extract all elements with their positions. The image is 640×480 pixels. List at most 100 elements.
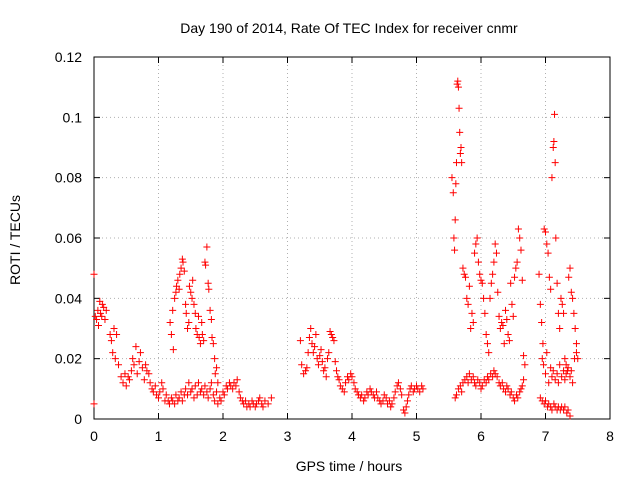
data-point [302, 367, 310, 375]
data-point [98, 312, 106, 320]
data-point [345, 376, 353, 384]
data-point [570, 309, 578, 317]
data-point [167, 331, 175, 339]
data-point [456, 128, 464, 136]
data-point [394, 379, 402, 387]
data-point [213, 364, 221, 372]
data-point [298, 361, 306, 369]
data-point [467, 325, 475, 332]
data-point [229, 385, 237, 393]
data-point [209, 340, 217, 348]
y-tick-label: 0.04 [55, 290, 82, 306]
data-point [326, 328, 334, 336]
data-point [124, 373, 132, 381]
data-point [305, 334, 313, 342]
data-point [233, 376, 241, 384]
data-point [512, 264, 520, 272]
data-point [499, 321, 507, 329]
data-point [456, 150, 464, 158]
data-point [542, 370, 549, 378]
data-point [487, 279, 495, 287]
data-point [198, 331, 206, 339]
data-point [323, 355, 331, 363]
data-point [538, 318, 546, 326]
data-point [468, 309, 476, 317]
data-point [373, 388, 381, 396]
data-point [300, 370, 308, 378]
data-point [554, 379, 562, 387]
data-point [209, 391, 217, 399]
data-point [461, 376, 469, 384]
data-point [478, 279, 486, 287]
data-point [264, 400, 272, 408]
data-point [204, 279, 212, 287]
data-point [494, 288, 502, 296]
data-point [547, 285, 555, 293]
data-point [180, 267, 188, 275]
data-point [521, 361, 529, 369]
data-point [536, 394, 544, 402]
tick-labels: 0 1 2 3 4 5 6 7 8 0 0.02 0.04 0.06 0.08 0.1 0.12 [55, 49, 614, 444]
data-point [539, 340, 547, 348]
data-point [314, 361, 322, 369]
x-tick-label: 4 [348, 428, 356, 444]
data-point [172, 288, 180, 296]
data-point [493, 373, 501, 381]
data-point [507, 388, 515, 396]
data-point [159, 385, 167, 393]
y-tick-label: 0.1 [63, 109, 83, 125]
data-point [508, 300, 516, 308]
data-point [198, 318, 206, 326]
data-point [117, 373, 125, 381]
data-point [196, 340, 204, 348]
data-point [342, 379, 350, 387]
data-point [551, 110, 559, 118]
data-point [506, 391, 514, 399]
x-tick-label: 3 [284, 428, 292, 444]
data-point [136, 349, 144, 357]
data-point [211, 397, 219, 405]
data-point [203, 388, 211, 396]
data-point [514, 225, 522, 233]
data-point [309, 349, 317, 357]
data-point [189, 276, 197, 284]
data-point [205, 285, 213, 293]
x-tick-label: 8 [606, 428, 614, 444]
data-point [556, 325, 564, 332]
data-point [340, 388, 348, 396]
data-point [454, 385, 462, 393]
data-point [182, 309, 190, 317]
data-point [331, 358, 339, 366]
data-point [561, 376, 569, 384]
data-point [327, 331, 335, 339]
data-point [316, 352, 324, 360]
data-point [490, 258, 498, 266]
data-point [495, 312, 503, 320]
data-point [465, 370, 473, 378]
data-point [353, 388, 361, 396]
data-point [369, 391, 377, 399]
data-point [538, 355, 546, 363]
data-point [307, 325, 315, 332]
data-point [335, 376, 343, 384]
data-point [177, 264, 185, 272]
data-point [258, 400, 266, 408]
data-point [502, 306, 510, 314]
data-point [536, 300, 544, 308]
data-point [107, 337, 115, 345]
data-point [207, 315, 215, 323]
data-point [219, 388, 227, 396]
data-point [325, 349, 333, 357]
data-point [175, 285, 183, 293]
data-point [509, 312, 517, 320]
data-point [312, 331, 320, 339]
data-point [318, 358, 326, 366]
data-point [507, 279, 515, 287]
data-point [572, 340, 580, 348]
data-point [190, 394, 198, 402]
data-point [455, 104, 463, 112]
data-point [90, 270, 98, 278]
data-point [561, 403, 569, 411]
data-point [548, 373, 556, 381]
data-point [93, 315, 101, 323]
